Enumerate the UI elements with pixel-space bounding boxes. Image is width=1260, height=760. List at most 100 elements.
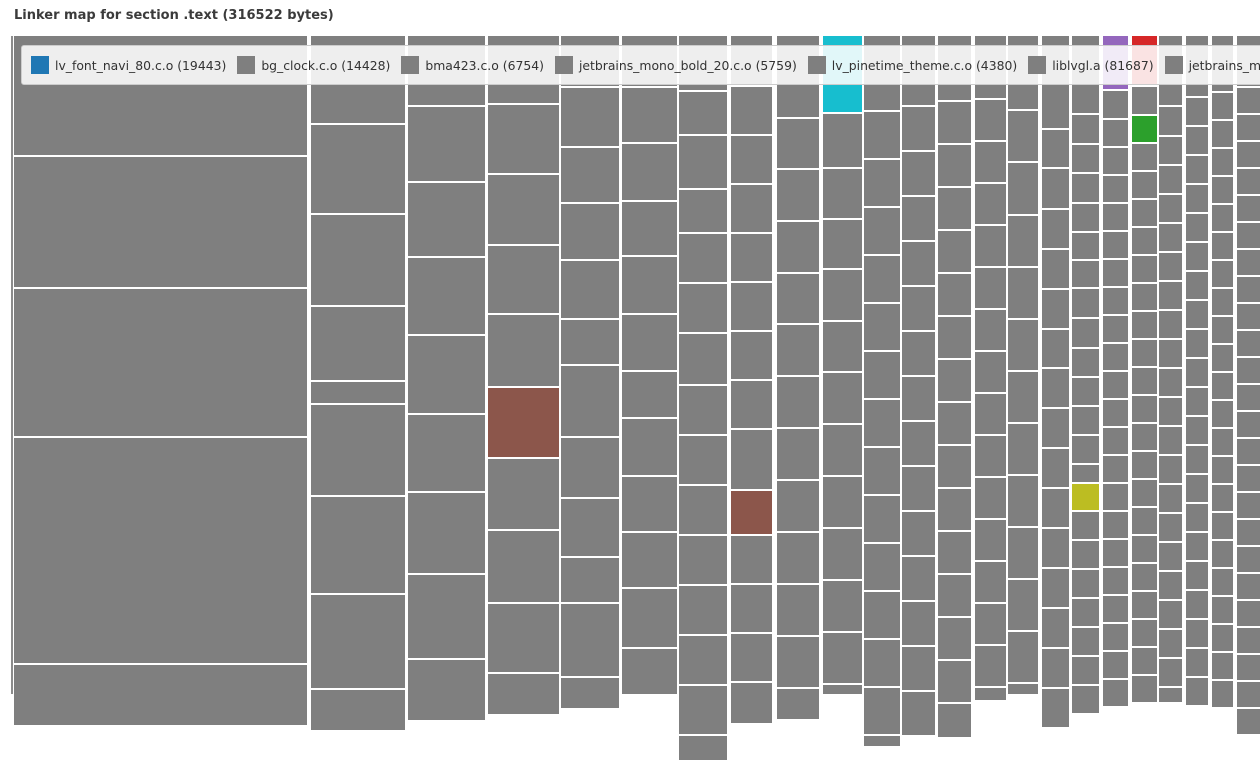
treemap-block <box>408 660 485 720</box>
treemap-block <box>777 325 819 375</box>
legend-item: bma423.c.o (6754) <box>401 56 544 74</box>
treemap-block <box>1159 514 1182 541</box>
treemap-block <box>864 112 900 158</box>
treemap-block <box>622 88 677 142</box>
treemap-block <box>1186 678 1208 705</box>
treemap-block <box>311 595 405 688</box>
treemap-block <box>1212 513 1233 539</box>
treemap-block <box>1132 592 1157 618</box>
treemap-block <box>864 352 900 398</box>
treemap-block <box>1159 572 1182 599</box>
treemap-block <box>488 246 559 313</box>
treemap-block <box>1072 174 1099 202</box>
treemap-block <box>1132 368 1157 394</box>
legend-label: liblvgl.a (81687) <box>1052 57 1154 73</box>
treemap-block <box>823 633 862 683</box>
legend-swatch-icon <box>1164 56 1183 74</box>
treemap-block <box>777 429 819 479</box>
legend-swatch-icon <box>807 56 826 74</box>
treemap-block <box>1186 504 1208 531</box>
treemap-block <box>902 287 935 330</box>
treemap-block <box>14 157 307 287</box>
treemap-block <box>1186 272 1208 299</box>
treemap-block <box>1186 388 1208 415</box>
treemap-block <box>1159 195 1182 222</box>
legend-label: bma423.c.o (6754) <box>425 57 544 73</box>
treemap-block <box>731 491 772 534</box>
treemap-block <box>777 274 819 323</box>
treemap-block <box>1103 624 1128 650</box>
legend-item: lv_font_navi_80.c.o (19443) <box>31 56 226 74</box>
treemap-block <box>902 602 935 645</box>
treemap-block <box>902 152 935 195</box>
treemap-block <box>408 493 485 573</box>
treemap-block <box>561 88 619 146</box>
treemap-block <box>1042 250 1069 288</box>
treemap-block <box>938 446 971 487</box>
treemap-block <box>1103 484 1128 510</box>
legend-item: jetbrains_mono_76.c.o (3321) <box>1164 56 1260 74</box>
treemap-block <box>1103 232 1128 258</box>
treemap-block <box>679 736 727 760</box>
treemap-block <box>1212 541 1233 567</box>
treemap-block <box>1042 409 1069 447</box>
treemap-block <box>1042 169 1069 208</box>
treemap-block <box>679 686 727 734</box>
treemap-block <box>864 640 900 686</box>
treemap-block <box>488 105 559 173</box>
treemap-block <box>777 585 819 635</box>
treemap-block <box>1186 446 1208 473</box>
treemap-block <box>1072 436 1099 463</box>
treemap-block <box>1159 456 1182 483</box>
treemap-block <box>1042 449 1069 487</box>
treemap-block <box>1103 260 1128 286</box>
treemap-block <box>864 304 900 350</box>
treemap-block <box>1042 609 1069 647</box>
treemap-block <box>1186 591 1208 618</box>
treemap-block <box>777 637 819 687</box>
treemap-block <box>1072 145 1099 172</box>
treemap-block <box>1103 512 1128 538</box>
treemap-block <box>1132 256 1157 282</box>
treemap-block <box>1132 87 1157 114</box>
treemap-block <box>1072 204 1099 231</box>
legend-item: lv_pinetime_theme.c.o (4380) <box>807 56 1017 74</box>
treemap-block <box>1186 620 1208 647</box>
treemap-block <box>975 394 1006 434</box>
treemap-block <box>1186 243 1208 270</box>
treemap-block <box>1212 149 1233 175</box>
treemap-block <box>1103 428 1128 454</box>
treemap-block <box>731 136 772 183</box>
treemap-block <box>679 234 727 282</box>
treemap-block <box>561 320 619 364</box>
treemap-block <box>408 258 485 334</box>
treemap-block <box>1072 628 1099 655</box>
treemap-block <box>488 604 559 672</box>
treemap-block <box>938 575 971 616</box>
treemap-block <box>938 231 971 272</box>
treemap-block <box>902 467 935 510</box>
treemap-block <box>902 242 935 285</box>
treemap-block <box>823 322 862 371</box>
treemap-block <box>902 422 935 465</box>
treemap-block <box>1103 372 1128 398</box>
treemap-block <box>938 532 971 573</box>
treemap-block <box>561 438 619 497</box>
treemap-block <box>938 102 971 143</box>
treemap-block <box>1237 547 1260 572</box>
treemap-block <box>975 478 1006 518</box>
treemap-block <box>1042 210 1069 248</box>
treemap-block <box>823 114 862 167</box>
treemap-block <box>1212 289 1233 315</box>
treemap-block <box>1212 233 1233 259</box>
treemap-block <box>1132 144 1157 170</box>
treemap-block <box>488 388 559 457</box>
treemap-block <box>902 107 935 150</box>
treemap-block <box>1159 398 1182 425</box>
treemap-block <box>1212 121 1233 147</box>
treemap-block <box>1103 148 1128 174</box>
treemap-block <box>1237 709 1260 734</box>
treemap-block <box>1103 456 1128 482</box>
treemap-block <box>975 226 1006 266</box>
treemap-block <box>1237 439 1260 464</box>
